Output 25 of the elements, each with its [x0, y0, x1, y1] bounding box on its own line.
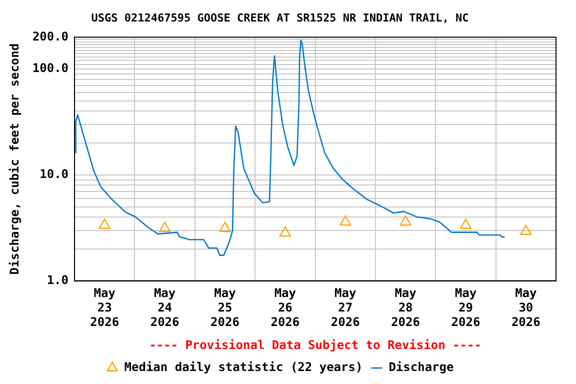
x-tick-label: May 23 2026 — [90, 286, 120, 329]
point — [159, 222, 171, 232]
text: ---- Provisional Data Subject to Revision ---- — [149, 338, 482, 352]
y-tick-label: 200.0 — [32, 29, 69, 44]
point — [520, 224, 532, 235]
point — [460, 218, 472, 229]
x-tick-label: May 29 2026 — [451, 286, 480, 329]
point — [400, 215, 412, 226]
y-tick-label: 10.0 — [40, 167, 69, 182]
point — [219, 222, 231, 232]
x-tick-label: May 28 2026 — [391, 286, 420, 329]
x-tick-label: May 30 2026 — [511, 286, 540, 329]
y-tick-label: 1.0 — [46, 272, 69, 287]
x-tick-label: May 27 2026 — [330, 286, 360, 329]
point — [340, 215, 352, 226]
legend-label: Discharge — [388, 360, 454, 374]
y-axis-title: Discharge, cubic feet per second — [7, 43, 22, 275]
point — [279, 226, 291, 237]
y-tick-label: 100.0 — [32, 61, 69, 76]
chart-title: USGS 0212467595 GOOSE CREEK AT SR1525 NR INDIAN TRAIL, NC — [91, 11, 469, 24]
x-tick-label: May 26 2026 — [270, 286, 300, 329]
x-tick-label: May 24 2026 — [150, 286, 180, 329]
point — [98, 218, 110, 229]
legend-label: Median daily statistic (22 years) — [124, 360, 363, 374]
x-tick-label: May 25 2026 — [210, 286, 240, 329]
